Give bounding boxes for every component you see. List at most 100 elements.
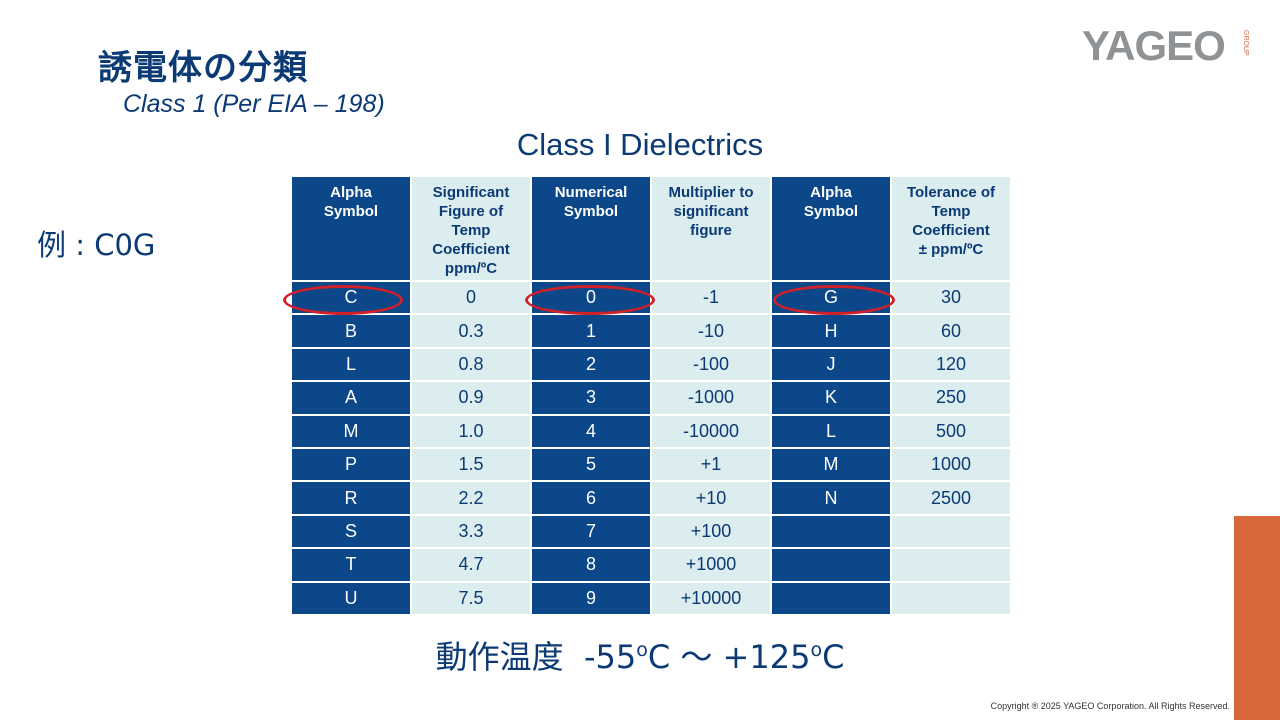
column-header: Numerical Symbol [532,177,650,280]
table-cell: +1 [652,446,770,481]
header-line: Coefficient [912,222,990,239]
operating-temperature: 動作温度 -55oC ～ +125oC [0,632,1280,678]
table-cell: 9 [532,580,650,614]
table-row: B 0.3 1 -10 H 60 [292,313,1010,347]
column-header: Alpha Symbol [772,177,890,280]
temp-max-degree: o [810,639,823,661]
table-cell [892,547,1010,581]
yageo-logo: YAGEO GROUP [1082,22,1252,69]
table-cell: 1 [532,313,650,347]
table-row: T 4.7 8 +1000 [292,547,1010,581]
header-line: Alpha [810,184,852,201]
table-cell: M [772,446,890,481]
table-cell [892,513,1010,548]
temp-min-degree: o [636,639,648,661]
header-line: Symbol [323,203,379,220]
temp-min: -55 [583,638,637,676]
header-line: Significant [432,184,510,201]
column-header: Tolerance of Temp Coefficient ± ppm/ºC [892,177,1010,280]
table-cell: R [292,480,410,514]
highlight-oval-alpha [283,285,403,315]
table-cell: J [772,346,890,381]
slide-subtitle: Class 1 (Per EIA – 198) [123,90,385,118]
table-row: M 1.0 4 -10000 L 500 [292,413,1010,447]
accent-bar [1234,516,1280,720]
table-cell: -100 [652,346,770,381]
table-cell: -10 [652,313,770,347]
table-cell: P [292,446,410,481]
table-cell: -10000 [652,413,770,447]
header-line: Temp [931,203,971,220]
table-cell: K [772,380,890,414]
table-cell: L [292,346,410,381]
table-cell: -1 [652,280,770,314]
slide-title: 誘電体の分類 [98,48,308,88]
header-line: ± ppm/ºC [918,241,984,258]
logo-wordmark: YAGEO [1082,22,1226,69]
table-cell: 0.3 [412,313,530,347]
table-cell: -1000 [652,380,770,414]
temp-max: +125 [722,638,811,676]
column-header: Significant Figure of Temp Coefficient ppm/º… [412,177,530,280]
table-cell: 60 [892,313,1010,347]
table-cell: 3 [532,380,650,414]
table-row: P 1.5 5 +1 M 1000 [292,446,1010,481]
header-line: Temp [451,222,491,239]
temp-min-unit: C [647,638,671,676]
header-line: significant [673,203,749,220]
column-header: Alpha Symbol [292,177,410,280]
table-cell: 0.8 [412,346,530,381]
header-row: Alpha Symbol Significant Figure of Temp Coeff… [292,177,1010,280]
temp-label: 動作温度 [435,638,564,676]
header-line: figure [690,222,732,239]
table-cell: A [292,380,410,414]
table-cell: 3.3 [412,513,530,548]
table-cell: H [772,313,890,347]
logo-group-text: GROUP [1242,30,1249,56]
header-line: Tolerance of [906,184,996,201]
table-cell: 0.9 [412,380,530,414]
header-line: Symbol [563,203,619,220]
table-cell: U [292,580,410,614]
table-cell: 7 [532,513,650,548]
header-line: ppm/ºC [444,260,498,277]
table-cell [772,547,890,581]
header-line: Alpha [330,184,372,201]
table-row: L 0.8 2 -100 J 120 [292,346,1010,381]
table-cell: 2500 [892,480,1010,514]
table-cell [772,580,890,614]
header-line: Figure of [438,203,504,220]
table-row: S 3.3 7 +100 [292,513,1010,548]
column-header: Multiplier to significant figure [652,177,770,280]
table-cell: 2 [532,346,650,381]
dielectric-table: Alpha Symbol Significant Figure of Temp Coeff… [290,177,1012,614]
table-cell: 4 [532,413,650,447]
table-cell: 4.7 [412,547,530,581]
header-line: Symbol [803,203,859,220]
table-cell: 1000 [892,446,1010,481]
table-cell: 5 [532,446,650,481]
table-cell: 8 [532,547,650,581]
temp-max-unit: C [822,638,845,676]
table-cell: B [292,313,410,347]
table-cell: 0 [412,280,530,314]
table-body: C 0 0 -1 G 30 B 0.3 1 -10 H 60 L 0.8 2 -100 J 120 A 0.9 3 -10… [292,280,1010,614]
highlight-oval-numerical [525,285,655,315]
temp-separator: ～ [680,638,713,676]
example-code: 例 : C0G [37,228,156,262]
table-cell: 500 [892,413,1010,447]
table-cell: 7.5 [412,580,530,614]
table-cell: +10 [652,480,770,514]
table-cell: 1.0 [412,413,530,447]
table-cell: +100 [652,513,770,548]
table-cell: 120 [892,346,1010,381]
table-row: U 7.5 9 +10000 [292,580,1010,614]
header-line: Multiplier to [668,184,754,201]
table-cell: 1.5 [412,446,530,481]
table-cell: +1000 [652,547,770,581]
table-row: A 0.9 3 -1000 K 250 [292,380,1010,414]
table-cell: 30 [892,280,1010,314]
table-cell: T [292,547,410,581]
table-cell: 6 [532,480,650,514]
highlight-oval-tolerance [773,285,895,315]
